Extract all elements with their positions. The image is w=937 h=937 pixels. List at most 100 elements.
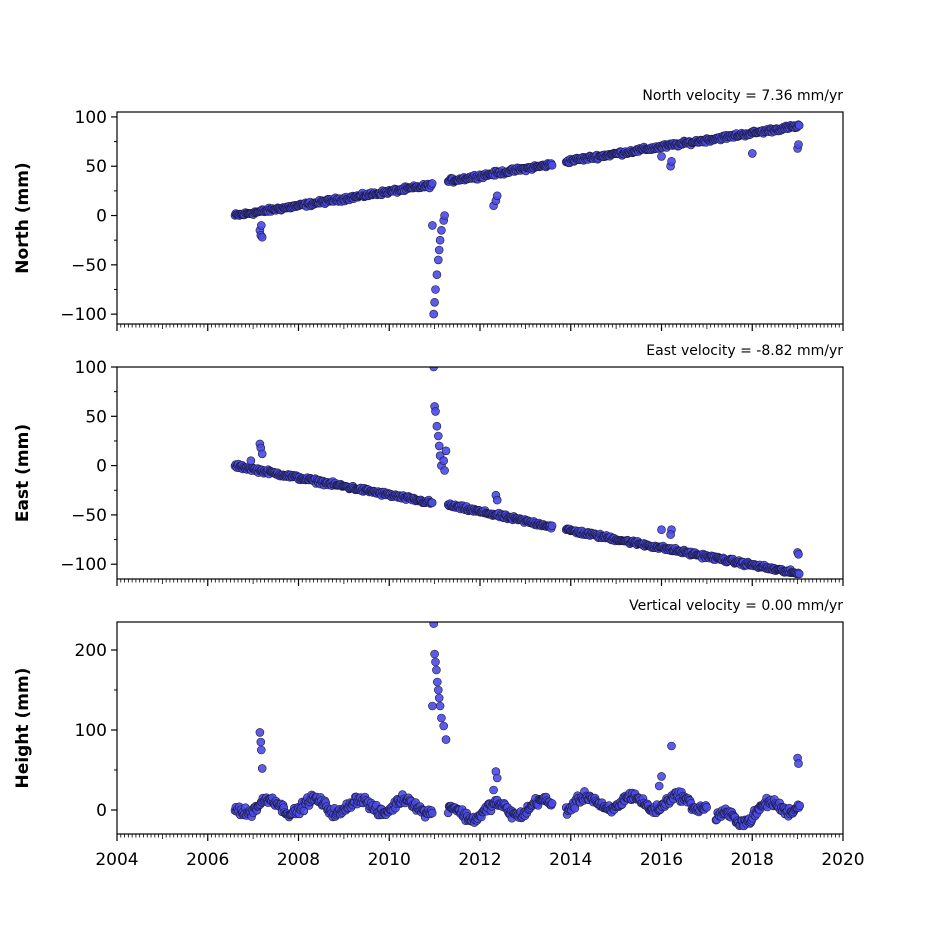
x-tick-label: 2020 <box>821 850 864 870</box>
data-point <box>429 309 439 319</box>
y-tick-label: −50 <box>71 506 107 526</box>
panel-height: Vertical velocity = 0.00 mm/yr Height (mm… <box>13 598 865 870</box>
data-point <box>666 530 675 539</box>
data-point <box>430 649 439 659</box>
data-point <box>432 665 441 675</box>
panel-east: East velocity = -8.82 mm/yr East (mm) −100… <box>13 343 844 586</box>
data-point <box>432 270 442 280</box>
data-point <box>433 685 443 695</box>
data-point <box>429 622 438 628</box>
data-point <box>547 799 557 808</box>
data-point <box>255 728 265 737</box>
data-point <box>257 449 267 459</box>
y-tick-label: 0 <box>96 801 107 821</box>
data-point <box>431 285 440 294</box>
data-point <box>702 802 712 812</box>
data-point <box>256 745 266 755</box>
y-tick-label: 200 <box>75 641 107 661</box>
data-point <box>794 549 803 559</box>
data-point <box>492 191 502 201</box>
data-point <box>441 446 451 456</box>
data-point <box>439 721 449 731</box>
y-axis-label: Height (mm) <box>13 668 33 789</box>
x-tick-label: 2010 <box>368 850 411 870</box>
data-point <box>547 521 557 531</box>
y-tick-label: 100 <box>75 358 107 378</box>
data-point <box>434 245 444 255</box>
x-tick-label: 2014 <box>549 850 592 870</box>
data-point <box>431 657 440 667</box>
data-point <box>794 140 803 149</box>
y-axis-label: North (mm) <box>13 162 33 273</box>
data-point <box>489 785 498 795</box>
data-point <box>794 759 803 768</box>
data-point <box>433 431 443 441</box>
data-points <box>230 367 804 579</box>
data-point <box>794 121 804 130</box>
data-point <box>657 525 666 535</box>
data-point <box>432 421 442 431</box>
panel-title: North velocity = 7.36 mm/yr <box>642 88 843 104</box>
data-point <box>427 808 437 818</box>
data-point <box>429 367 438 372</box>
data-point <box>795 801 805 811</box>
panel-title: Vertical velocity = 0.00 mm/yr <box>629 598 843 614</box>
y-tick-label: 50 <box>85 157 107 177</box>
data-point <box>256 221 266 230</box>
data-point <box>427 179 437 188</box>
axes-frame <box>116 621 844 835</box>
data-point <box>492 773 502 783</box>
data-point <box>440 211 449 220</box>
data-point <box>441 735 451 744</box>
data-point <box>428 701 437 711</box>
axes-frame <box>116 366 844 580</box>
data-point <box>434 693 444 703</box>
data-point <box>257 232 267 242</box>
data-point <box>654 781 664 791</box>
data-point <box>433 255 443 265</box>
data-point <box>431 407 440 416</box>
data-point <box>432 677 442 687</box>
data-point <box>427 498 437 508</box>
data-point <box>492 495 502 505</box>
panel-north: North velocity = 7.36 mm/yr North (mm) −10… <box>13 88 844 331</box>
data-point <box>256 737 266 747</box>
data-point <box>657 152 666 161</box>
x-tick-label: 2004 <box>95 850 138 870</box>
y-tick-label: −50 <box>71 256 107 276</box>
data-point <box>439 456 449 466</box>
data-point <box>428 221 437 230</box>
y-tick-label: 50 <box>85 407 107 427</box>
data-point <box>246 456 256 466</box>
data-point <box>440 466 449 475</box>
data-point <box>435 701 445 711</box>
data-point <box>257 764 267 773</box>
data-point <box>657 772 666 781</box>
panel-title: East velocity = -8.82 mm/yr <box>646 343 843 359</box>
x-tick-label: 2008 <box>277 850 320 870</box>
y-tick-label: −100 <box>60 305 107 325</box>
x-tick-label: 2018 <box>731 850 774 870</box>
y-tick-label: 0 <box>96 457 107 477</box>
x-tick-label: 2016 <box>640 850 683 870</box>
y-tick-label: 100 <box>75 721 107 741</box>
x-tick-label: 2012 <box>458 850 501 870</box>
data-points <box>230 622 805 831</box>
y-axis-label: East (mm) <box>13 424 33 522</box>
data-points <box>230 120 804 319</box>
data-point <box>435 235 445 245</box>
y-tick-label: 0 <box>96 207 107 227</box>
y-tick-label: 100 <box>75 108 107 128</box>
data-point <box>747 149 757 158</box>
data-point <box>667 741 676 751</box>
axes-frame <box>116 111 844 325</box>
data-point <box>547 161 557 170</box>
data-point <box>794 569 804 579</box>
data-point <box>434 441 444 451</box>
data-point <box>437 226 446 235</box>
x-tick-label: 2006 <box>186 850 229 870</box>
data-point <box>437 713 446 723</box>
data-point <box>667 157 676 166</box>
data-point <box>430 297 439 307</box>
